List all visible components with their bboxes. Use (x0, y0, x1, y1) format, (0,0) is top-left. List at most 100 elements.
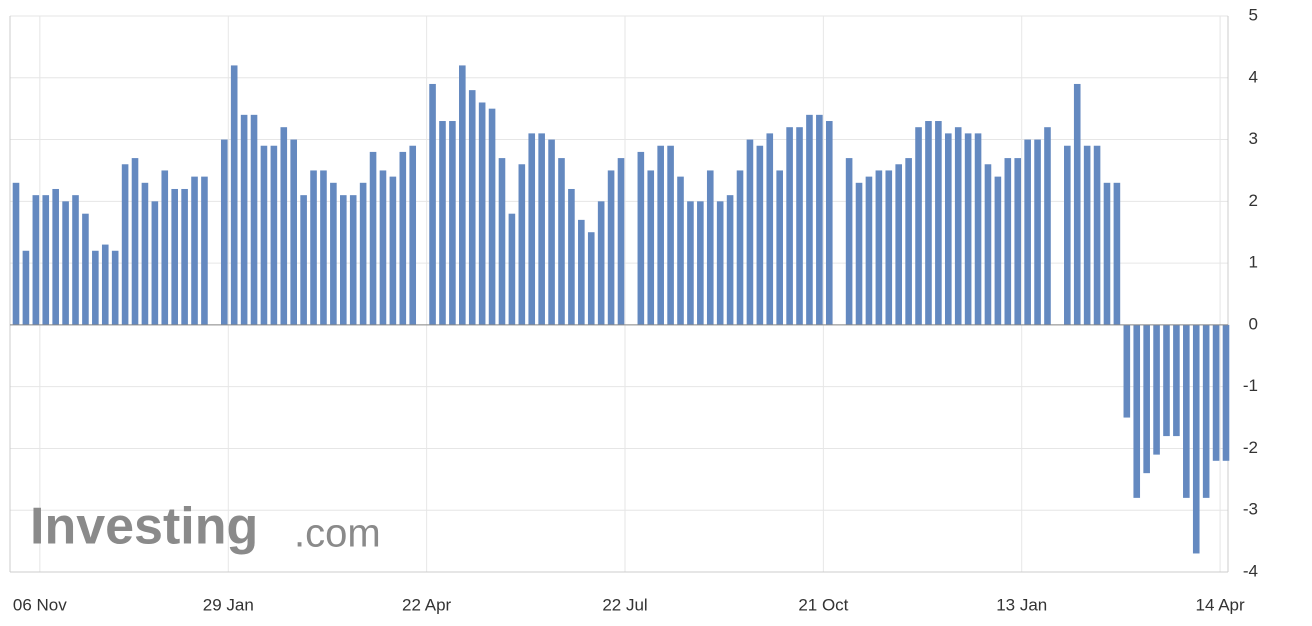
bar (32, 195, 40, 325)
bar (1202, 324, 1210, 498)
bar (558, 158, 565, 325)
bar (736, 170, 744, 325)
bar (944, 133, 952, 325)
bar (726, 195, 734, 325)
bar (409, 145, 417, 325)
bar (548, 139, 555, 325)
bar (369, 151, 377, 325)
x-tick-label: 21 Oct (798, 595, 848, 614)
bar (339, 195, 347, 325)
x-tick-label: 22 Jul (602, 595, 647, 614)
x-tick-label: 29 Jan (203, 595, 254, 614)
bar (994, 176, 1002, 325)
bar (984, 164, 992, 325)
bar (1064, 145, 1071, 325)
bar (905, 158, 912, 325)
bar (498, 158, 506, 325)
bar (270, 145, 278, 325)
bar (895, 164, 903, 325)
bar (1173, 324, 1180, 437)
bar (22, 250, 30, 325)
bar (845, 158, 853, 325)
bar (1123, 324, 1131, 418)
bar (111, 250, 119, 325)
bar (816, 114, 823, 325)
bar (72, 195, 79, 325)
bar (330, 182, 337, 325)
y-tick-label: -2 (1243, 438, 1258, 457)
bar (101, 244, 109, 325)
bar (399, 151, 407, 325)
bar (617, 158, 625, 325)
bar (240, 114, 248, 325)
bar (488, 108, 496, 325)
bar (568, 188, 575, 325)
bar (687, 201, 694, 325)
bar (925, 121, 932, 325)
x-tick-label: 22 Apr (402, 595, 451, 614)
watermark-brand: Investing (30, 498, 258, 556)
bar (1093, 145, 1101, 325)
bar (1083, 145, 1091, 325)
bar (1034, 139, 1041, 325)
bar (1073, 83, 1081, 325)
y-tick-label: -1 (1243, 376, 1258, 395)
bar (915, 127, 922, 325)
bar (875, 170, 883, 325)
bar (607, 170, 615, 325)
bar (1113, 182, 1121, 325)
bar (1103, 182, 1111, 325)
bar (865, 176, 873, 325)
bar (468, 90, 476, 325)
bar (1192, 324, 1200, 554)
bar (161, 170, 169, 325)
bar (121, 164, 129, 325)
bar (320, 170, 327, 325)
bar (538, 133, 545, 325)
bar (62, 201, 69, 325)
bar (82, 213, 89, 325)
bar (151, 201, 159, 325)
bar (12, 182, 20, 325)
y-tick-label: 5 (1249, 5, 1258, 24)
bar (300, 195, 307, 325)
bar (250, 114, 258, 325)
bar (657, 145, 664, 325)
bar (1133, 324, 1141, 498)
bar (786, 127, 793, 325)
bar (597, 201, 605, 325)
bar (885, 170, 893, 325)
bar (825, 121, 833, 325)
bar (310, 170, 317, 325)
bar (964, 133, 972, 325)
bar (776, 170, 783, 325)
bar (131, 158, 139, 325)
bar (230, 65, 238, 325)
bar (1163, 324, 1170, 437)
bar (379, 170, 387, 325)
bar (587, 232, 595, 325)
bar (716, 201, 724, 325)
y-tick-label: 0 (1249, 314, 1258, 333)
bar (439, 121, 446, 325)
bar (766, 133, 774, 325)
bar (191, 176, 198, 325)
bar (528, 133, 536, 325)
bar (647, 170, 655, 325)
bar (1004, 158, 1012, 325)
bar (1014, 158, 1022, 325)
bar (1143, 324, 1150, 474)
bar (954, 127, 962, 325)
y-tick-label: -4 (1243, 561, 1258, 580)
bar (706, 170, 714, 325)
bar (935, 121, 942, 325)
bar (359, 182, 367, 325)
bar (349, 195, 357, 325)
bar (181, 188, 188, 325)
bar (855, 182, 863, 325)
bar (756, 145, 764, 325)
bar (459, 65, 466, 325)
watermark-suffix: .com (294, 512, 381, 556)
bar (697, 201, 704, 325)
